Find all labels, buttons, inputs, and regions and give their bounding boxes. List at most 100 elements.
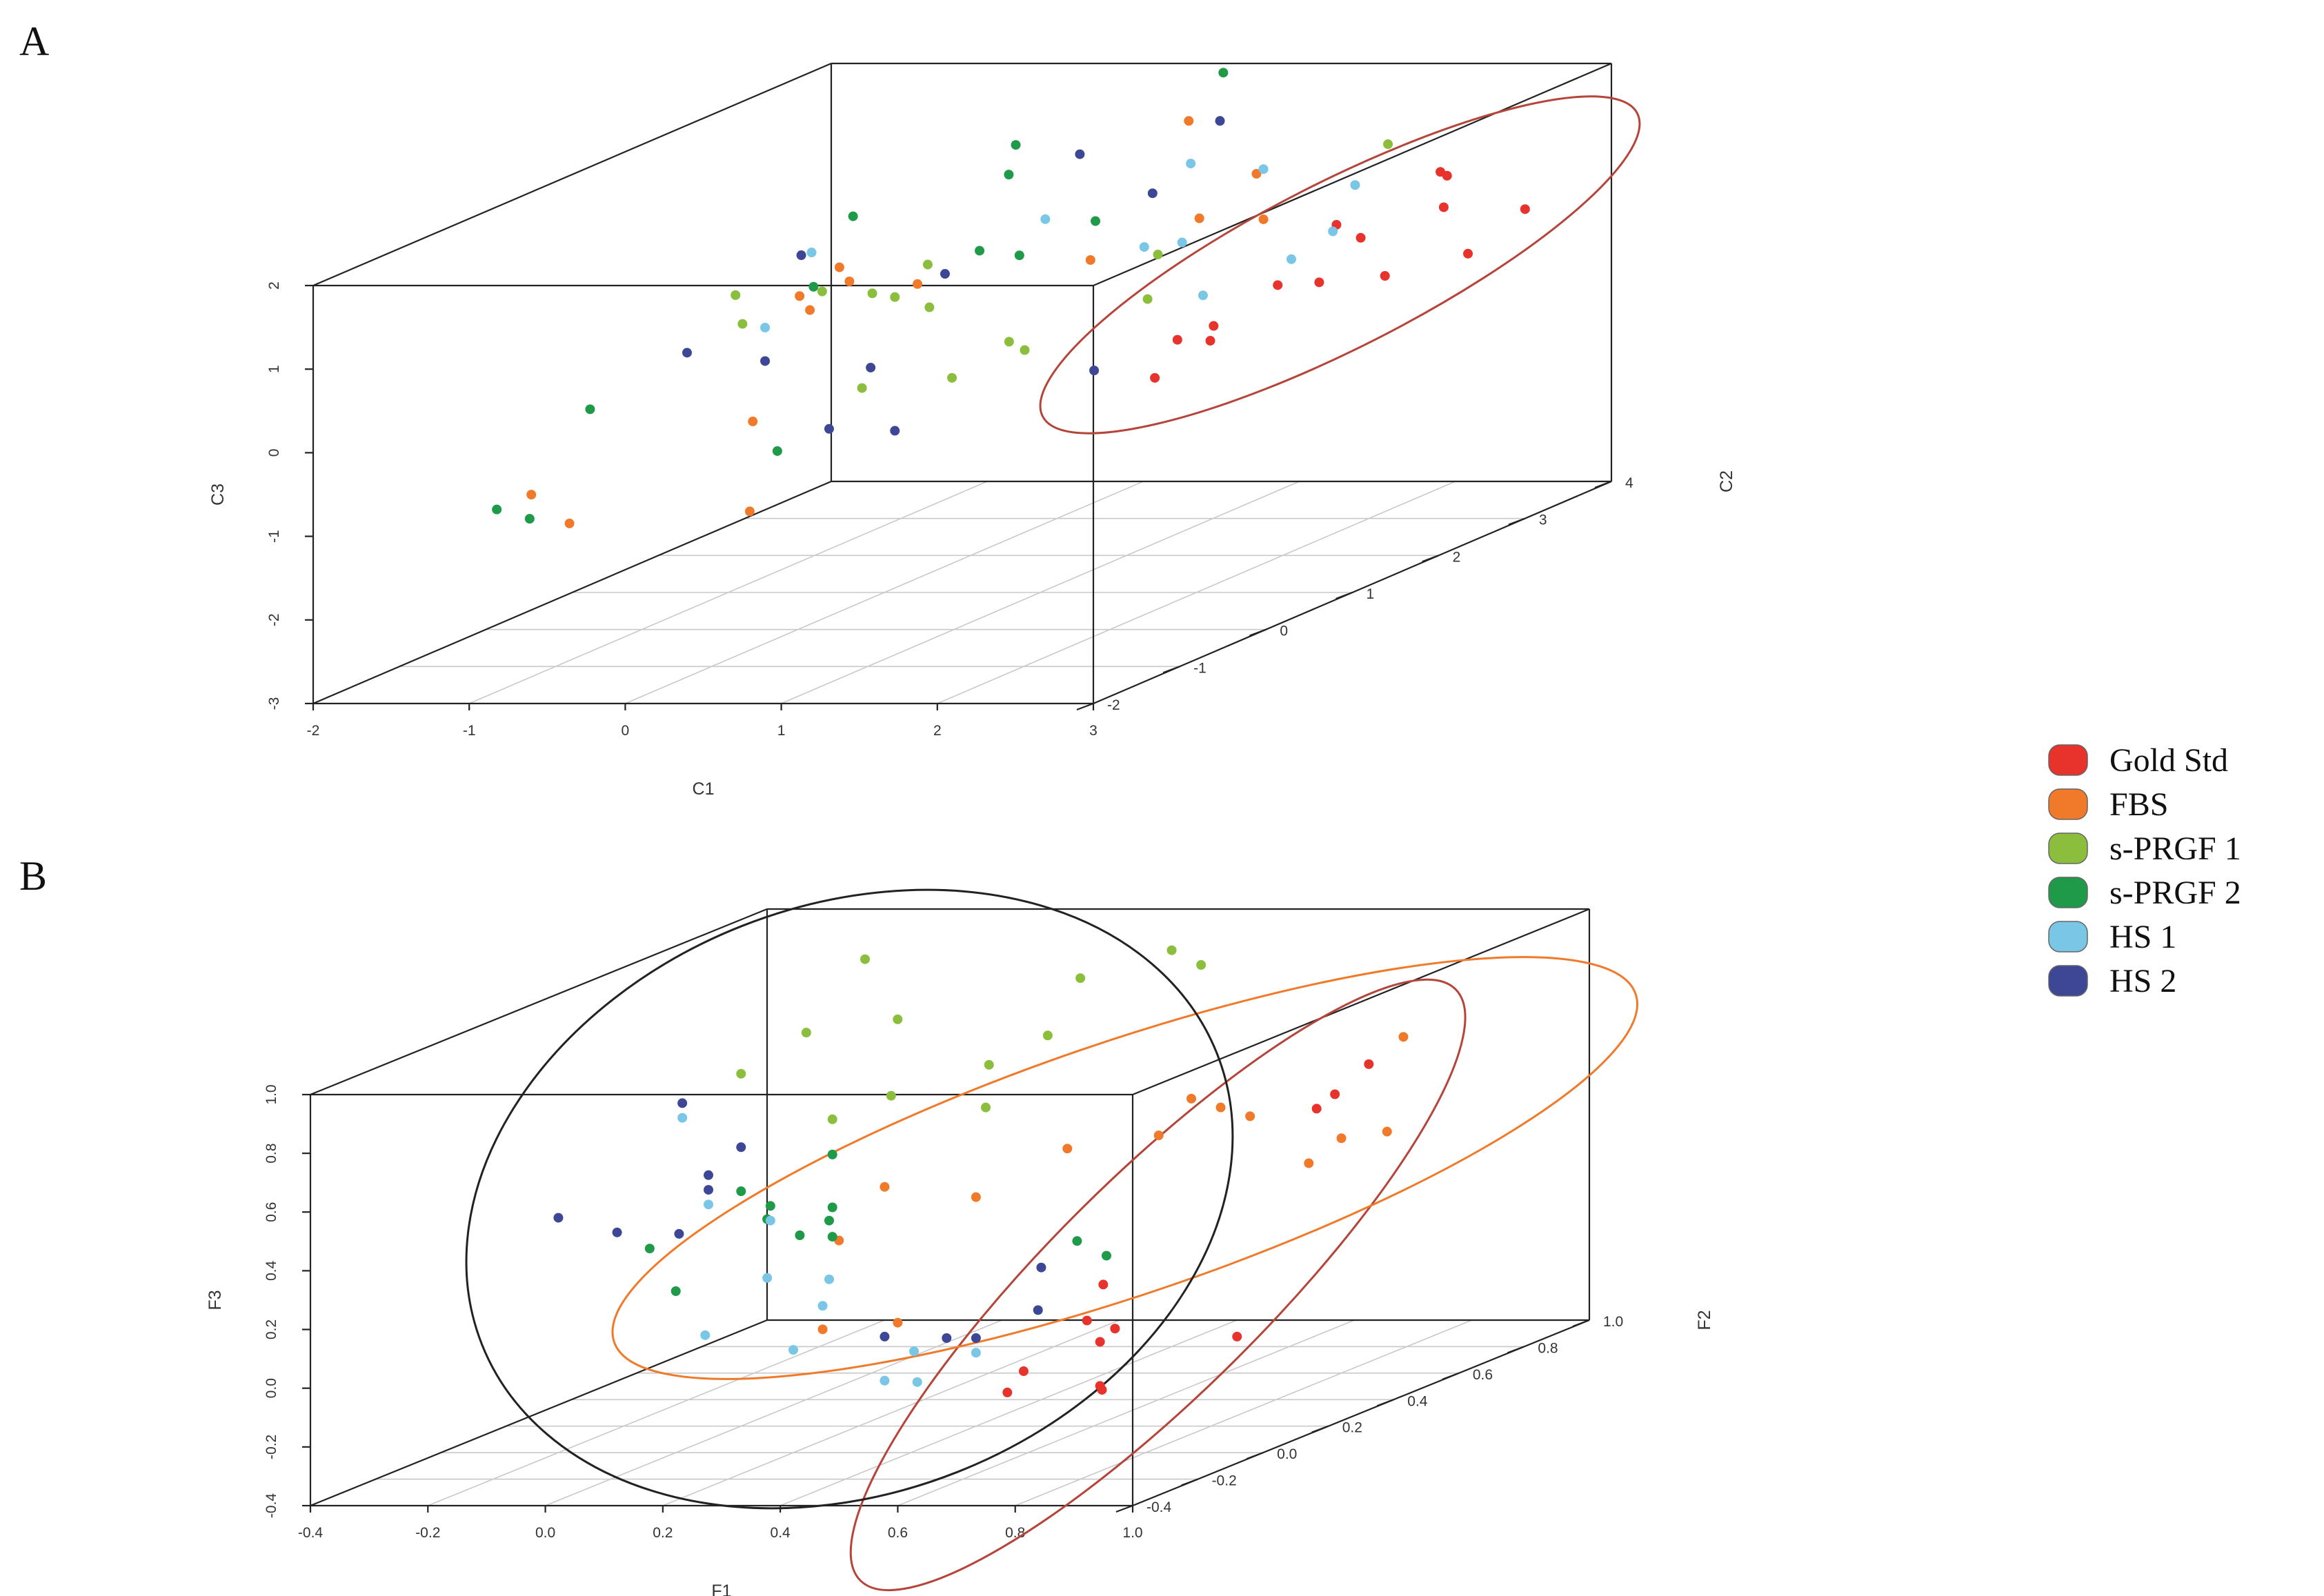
- point-s-prgf-2-5: [975, 246, 985, 256]
- y-tick-mark-1: [1162, 666, 1180, 674]
- z-tick-label-2: -1: [266, 530, 282, 543]
- point-s-prgf-2-8: [1072, 1236, 1082, 1246]
- point-gold-std-9: [1002, 1387, 1013, 1397]
- point-fbs-11: [913, 279, 923, 289]
- x-tick-label-5: 0.6: [888, 1525, 908, 1541]
- y-tick-label-3: 1: [1367, 586, 1375, 602]
- point-gold-std-4: [1098, 1279, 1109, 1290]
- point-s-prgf-2-2: [848, 211, 858, 221]
- point-s-prgf-2-2: [827, 1149, 837, 1159]
- legend-swatch-0: [2048, 744, 2088, 776]
- point-fbs-1: [748, 417, 758, 427]
- legend-label-5: HS 2: [2109, 963, 2176, 999]
- point-hs-2-9: [1033, 1305, 1043, 1315]
- z-tick-label-2: 0.0: [264, 1378, 279, 1398]
- y-tick-mark-0: [1076, 702, 1094, 711]
- confidence-ellipse-1: [611, 956, 1638, 1380]
- y-tick-label-5: 3: [1539, 512, 1547, 528]
- y-tick-mark-1: [1181, 1478, 1198, 1486]
- y-tick-label-0: -0.4: [1146, 1499, 1172, 1515]
- legend-swatch-5: [2048, 965, 2088, 997]
- floor-grid-x-4: [779, 1319, 1238, 1506]
- point-hs-1-3: [762, 1273, 773, 1283]
- panel-b-plot: -0.4 -0.2 0.0 0.2 0.4 0.6 0.8 1.0-0.4-0.20.00.2…: [206, 888, 1714, 1596]
- point-s-prgf-2-9: [772, 446, 782, 456]
- x-tick-label-4: 2: [933, 723, 942, 739]
- y-tick-label-1: -1: [1193, 660, 1206, 676]
- point-s-prgf-1-8: [1020, 345, 1030, 355]
- point-s-prgf-2-6: [671, 1286, 681, 1296]
- z-tick-label-0: -0.4: [264, 1493, 279, 1519]
- point-hs-2-5: [682, 348, 692, 358]
- point-s-prgf-2-3: [736, 1186, 746, 1197]
- y-tick-label-6: 0.8: [1538, 1340, 1558, 1356]
- x-tick-label-2: 0: [622, 723, 630, 739]
- y-tick-mark-5: [1442, 1372, 1460, 1380]
- point-fbs-13: [1215, 1102, 1226, 1113]
- floor-grid-x-5: [897, 1319, 1355, 1506]
- floor-grid-x-6: [1015, 1319, 1473, 1506]
- z-tick-label-5: 0.6: [264, 1202, 279, 1222]
- point-hs-1-4: [1177, 237, 1187, 248]
- point-hs-1-2: [1350, 180, 1360, 190]
- legend-label-3: s-PRGF 2: [2109, 875, 2241, 911]
- y-axis-title: F2: [1695, 1310, 1714, 1330]
- point-hs-2-1: [1075, 149, 1085, 159]
- y-tick-label-4: 2: [1453, 549, 1461, 565]
- point-gold-std-0: [1364, 1059, 1374, 1069]
- y-tick-mark-2: [1249, 628, 1267, 637]
- x-tick-label-3: 1: [777, 723, 786, 739]
- z-tick-label-7: 1.0: [264, 1084, 279, 1104]
- z-tick-label-0: -3: [266, 697, 282, 710]
- point-hs-2-5: [736, 1142, 746, 1153]
- point-gold-std-1: [1330, 1089, 1340, 1099]
- point-hs-2-10: [674, 1228, 684, 1239]
- point-s-prgf-2-0: [827, 1202, 837, 1213]
- point-hs-1-4: [824, 1274, 834, 1284]
- point-gold-std-6: [1110, 1324, 1120, 1334]
- point-s-prgf-1-6: [736, 1068, 746, 1079]
- point-hs-1-0: [677, 1113, 688, 1123]
- y-tick-mark-3: [1335, 591, 1353, 600]
- point-hs-1-6: [1286, 254, 1296, 264]
- point-s-prgf-1-9: [827, 1114, 837, 1124]
- point-fbs-7: [1251, 168, 1262, 179]
- y-tick-label-6: 4: [1625, 475, 1633, 491]
- x-tick-label-2: 0.0: [535, 1525, 555, 1541]
- box-edge-10: [312, 480, 832, 705]
- point-gold-std-11: [1205, 336, 1215, 346]
- point-hs-2-4: [677, 1098, 688, 1108]
- point-s-prgf-1-9: [947, 372, 957, 383]
- point-gold-std-6: [1209, 321, 1219, 331]
- point-s-prgf-2-3: [1004, 170, 1014, 180]
- confidence-ellipse-2: [465, 888, 1234, 1510]
- box-edge-8: [312, 62, 832, 287]
- point-fbs-13: [1258, 214, 1269, 224]
- point-s-prgf-1-0: [1383, 139, 1393, 150]
- point-s-prgf-1-5: [984, 1059, 994, 1070]
- point-gold-std-5: [1355, 232, 1366, 243]
- legend-label-2: s-PRGF 1: [2109, 830, 2241, 867]
- point-gold-std-7: [1314, 277, 1324, 288]
- point-s-prgf-2-0: [1218, 68, 1229, 78]
- y-tick-mark-7: [1572, 1319, 1590, 1328]
- point-hs-1-3: [1139, 242, 1149, 252]
- point-fbs-2: [1062, 1144, 1073, 1154]
- legend-label-4: HS 1: [2109, 919, 2176, 955]
- z-tick-label-6: 0.8: [264, 1144, 279, 1164]
- point-gold-std-13: [1463, 248, 1473, 259]
- z-tick-label-4: 0.4: [264, 1261, 279, 1281]
- point-gold-std-2: [1311, 1104, 1322, 1114]
- point-fbs-4: [1245, 1111, 1255, 1121]
- z-tick-label-1: -2: [266, 613, 282, 626]
- point-gold-std-3: [1232, 1331, 1242, 1341]
- point-fbs-11: [817, 1324, 828, 1335]
- box-edge-10: [310, 1319, 768, 1507]
- point-s-prgf-1-11: [1042, 1030, 1053, 1041]
- point-s-prgf-1-7: [1142, 294, 1153, 304]
- point-gold-std-12: [1172, 335, 1182, 345]
- point-fbs-6: [1085, 255, 1095, 265]
- y-tick-mark-5: [1508, 517, 1526, 526]
- point-hs-2-7: [890, 426, 900, 436]
